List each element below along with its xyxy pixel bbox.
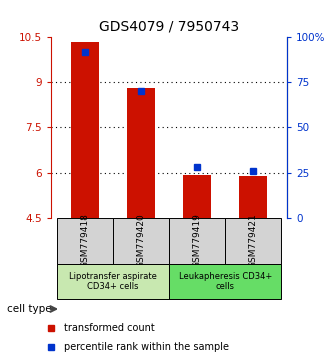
Bar [239, 177, 267, 218]
Bar [169, 264, 281, 299]
Text: transformed count: transformed count [64, 322, 155, 333]
Text: GSM779418: GSM779418 [81, 213, 89, 268]
Bar [169, 218, 225, 264]
Bar [71, 42, 99, 218]
Text: cell type: cell type [7, 304, 51, 314]
Title: GDS4079 / 7950743: GDS4079 / 7950743 [99, 19, 239, 33]
Text: GSM779419: GSM779419 [193, 213, 202, 268]
Text: GSM779420: GSM779420 [137, 213, 146, 268]
Bar [113, 218, 169, 264]
Text: Lipotransfer aspirate
CD34+ cells: Lipotransfer aspirate CD34+ cells [69, 272, 157, 291]
Bar [183, 175, 211, 218]
Bar [127, 88, 155, 218]
Text: percentile rank within the sample: percentile rank within the sample [64, 342, 229, 353]
Text: GSM779421: GSM779421 [249, 213, 258, 268]
Bar [57, 218, 113, 264]
Bar [225, 218, 281, 264]
Text: Leukapheresis CD34+
cells: Leukapheresis CD34+ cells [179, 272, 272, 291]
Bar [57, 264, 169, 299]
